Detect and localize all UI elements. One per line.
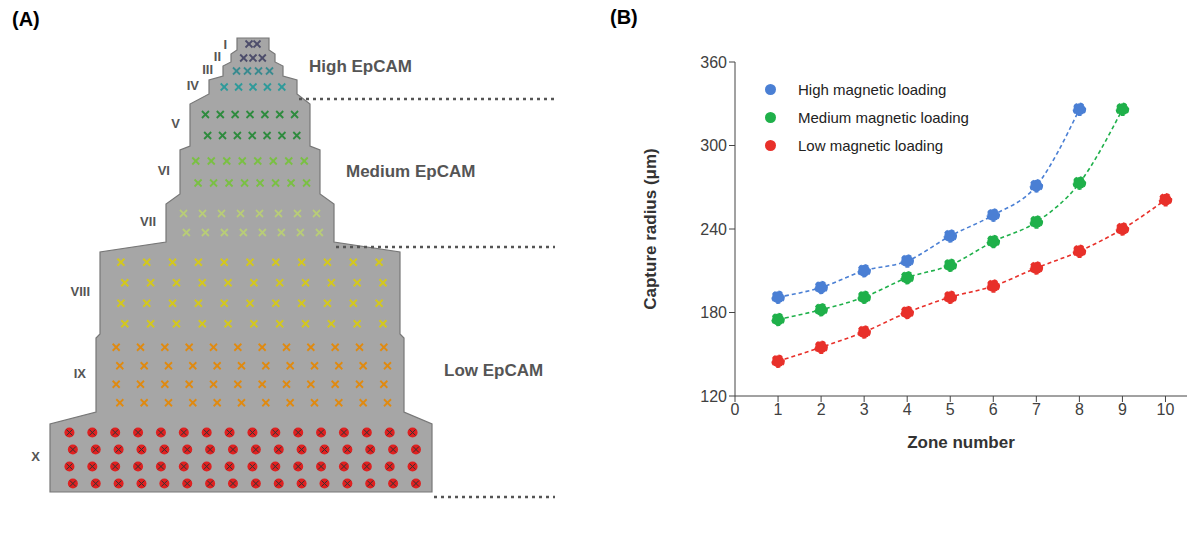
html-text:Medium magnetic loading: Medium magnetic loading [798, 108, 969, 126]
svg-text:IX: IX [74, 366, 87, 381]
svg-text:I: I [223, 37, 227, 52]
svg-text:300: 300 [700, 137, 727, 154]
svg-text:V: V [171, 116, 180, 131]
html-text:(B): (B) [610, 6, 638, 28]
svg-text:IV: IV [187, 78, 200, 93]
svg-text:180: 180 [700, 304, 727, 321]
svg-text:2: 2 [817, 401, 826, 418]
svg-text:120: 120 [700, 388, 727, 405]
svg-text:Capture radius (μm): Capture radius (μm) [641, 148, 660, 310]
html-text:Low magnetic loading: Low magnetic loading [798, 136, 944, 154]
svg-text:Zone number: Zone number [907, 433, 1015, 452]
svg-text:High EpCAM: High EpCAM [309, 57, 412, 76]
svg-text:5: 5 [946, 401, 955, 418]
svg-text:VIII: VIII [70, 284, 90, 299]
svg-text:(A): (A) [12, 8, 40, 30]
svg-text:Medium EpCAM: Medium EpCAM [346, 162, 475, 181]
svg-text:1: 1 [774, 401, 783, 418]
svg-text:3: 3 [860, 401, 869, 418]
svg-text:8: 8 [1075, 401, 1084, 418]
svg-text:6: 6 [989, 401, 998, 418]
svg-text:240: 240 [700, 221, 727, 238]
svg-text:9: 9 [1118, 401, 1127, 418]
svg-text:III: III [202, 62, 213, 77]
svg-text:X: X [31, 449, 40, 464]
svg-text:VII: VII [140, 214, 156, 229]
svg-text:4: 4 [903, 401, 912, 418]
svg-text:VI: VI [158, 163, 170, 178]
svg-text:II: II [214, 49, 221, 64]
svg-text:10: 10 [1157, 401, 1175, 418]
svg-text:Low EpCAM: Low EpCAM [444, 361, 543, 380]
svg-text:360: 360 [700, 54, 727, 71]
svg-text:7: 7 [1032, 401, 1041, 418]
html-text:High magnetic loading: High magnetic loading [798, 80, 947, 98]
svg-text:0: 0 [731, 401, 740, 418]
